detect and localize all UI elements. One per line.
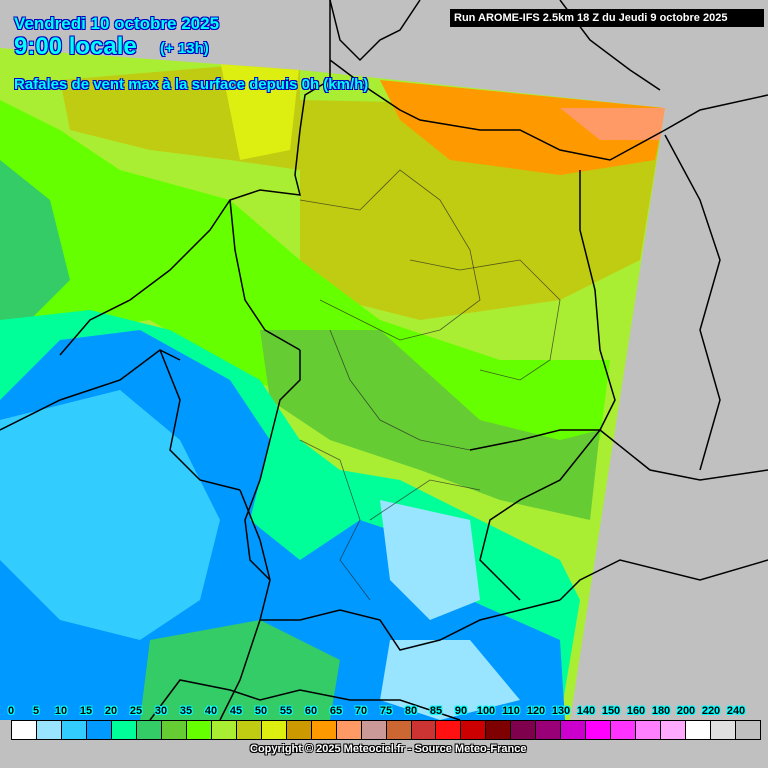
border-de-cz [469, 429, 602, 601]
zone-green-35 [0, 100, 610, 450]
legend-swatch [111, 721, 137, 739]
border-de-pl [579, 170, 616, 431]
coastline-baltic [329, 59, 768, 161]
legend-swatch [736, 721, 761, 739]
forecast-local-time: 9:00 locale [14, 33, 137, 60]
legend-tick-label: 180 [651, 705, 671, 717]
state-borders [299, 169, 561, 601]
legend-tick-label: 20 [104, 705, 118, 717]
border-be-fr [0, 349, 181, 431]
legend-swatch [536, 721, 562, 739]
legend-swatch [211, 721, 237, 739]
legend-swatch [486, 721, 512, 739]
zone-lightblue-5 [380, 500, 480, 620]
legend-swatch [711, 721, 737, 739]
legend-swatch [361, 721, 387, 739]
legend-tick-label: 160 [626, 705, 646, 717]
legend-swatch [136, 721, 162, 739]
legend-tick-label: 5 [32, 705, 40, 717]
legend-tick-label: 25 [129, 705, 143, 717]
border-fr-de-rhine [219, 489, 271, 721]
legend-swatch [336, 721, 362, 739]
legend-swatch [386, 721, 412, 739]
legend-tick-label: 65 [329, 705, 343, 717]
legend-tick-label: 70 [354, 705, 368, 717]
legend-tick-label: 40 [204, 705, 218, 717]
legend-swatch [286, 721, 312, 739]
legend-tick-label: 200 [676, 705, 696, 717]
legend-swatch [61, 721, 87, 739]
legend-swatch [311, 721, 337, 739]
border-cz-sk-east [599, 429, 768, 481]
legend-swatch [12, 721, 37, 739]
legend-ticks: 0 5 10 15 20 25 30 35 40 45 50 55 60 65 70 75 80 85 90 100 1… [0, 705, 768, 719]
legend-swatch [161, 721, 187, 739]
legend-swatch [661, 721, 687, 739]
legend-tick-label: 150 [601, 705, 621, 717]
legend-swatch [511, 721, 537, 739]
zone-green-30 [0, 160, 70, 330]
legend-tick-label: 10 [54, 705, 68, 717]
legend-tick-label: 50 [254, 705, 268, 717]
border-nl-de [229, 199, 301, 351]
legend-tick-label: 30 [154, 705, 168, 717]
legend-swatch [436, 721, 462, 739]
legend-tick-label: 75 [379, 705, 393, 717]
forecast-lead-time: (+ 13h) [160, 40, 209, 57]
border-east [664, 134, 721, 471]
legend-tick-label: 80 [404, 705, 418, 717]
legend-swatch [261, 721, 287, 739]
border-lux [159, 349, 241, 491]
coastline-north-sea [59, 0, 331, 356]
legend-tick-label: 60 [304, 705, 318, 717]
zone-green-alps [140, 620, 340, 720]
zone-50-55 [220, 60, 300, 160]
legend-swatch [236, 721, 262, 739]
legend-tick-label: 0 [7, 705, 15, 717]
forecast-date: Vendredi 10 octobre 2025 [14, 14, 220, 33]
border-de-west [244, 350, 301, 581]
legend-tick-label: 120 [526, 705, 546, 717]
legend-swatch [636, 721, 662, 739]
border-alps [149, 679, 461, 721]
zone-lightblue-5b [380, 640, 520, 720]
zone-salmon-70 [560, 108, 665, 140]
legend-tick-label: 240 [726, 705, 746, 717]
legend-swatch [611, 721, 637, 739]
legend-swatch [36, 721, 62, 739]
legend-swatch [411, 721, 437, 739]
run-info: Run AROME-IFS 2.5km 18 Z du Jeudi 9 octo… [450, 9, 764, 27]
zone-orange-65 [380, 80, 665, 175]
zone-blue-10 [0, 390, 220, 640]
border-denmark [329, 0, 421, 62]
legend-tick-label: 110 [502, 705, 520, 717]
legend-swatch [86, 721, 112, 739]
legend-swatch [586, 721, 612, 739]
legend-tick-label: 100 [476, 705, 496, 717]
legend-tick-label: 140 [576, 705, 596, 717]
zone-green-30b [260, 330, 600, 520]
legend-tick-label: 35 [179, 705, 193, 717]
legend-swatch [186, 721, 212, 739]
legend-tick-label: 55 [279, 705, 293, 717]
legend-tick-label: 90 [454, 705, 468, 717]
legend-tick-label: 130 [551, 705, 571, 717]
legend-tick-label: 45 [229, 705, 243, 717]
legend-swatch [686, 721, 712, 739]
legend-tick-label: 220 [701, 705, 721, 717]
legend-tick-label: 15 [79, 705, 93, 717]
legend-swatch [461, 721, 487, 739]
legend-swatch [561, 721, 587, 739]
legend-tick-label: 85 [429, 705, 443, 717]
legend-colorbar [11, 720, 761, 740]
copyright: Copyright © 2025 Meteociel.fr - Source M… [250, 743, 527, 755]
border-de-ch-at [260, 599, 561, 651]
border-at-hu [559, 559, 768, 601]
parameter-title: Rafales de vent max à la surface depuis … [14, 76, 369, 93]
country-borders [0, 0, 768, 721]
